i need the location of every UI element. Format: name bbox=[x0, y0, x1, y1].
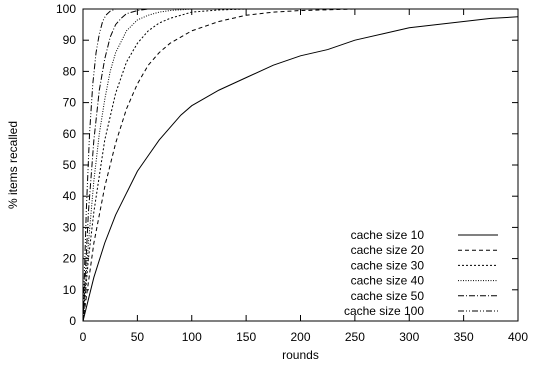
series-line-cache-size-50 bbox=[82, 8, 518, 322]
series-line-cache-size-20 bbox=[82, 8, 518, 322]
legend-label-cache-size-10: cache size 10 bbox=[351, 228, 425, 242]
y-tick-label: 0 bbox=[69, 314, 76, 328]
y-tick-label: 70 bbox=[63, 96, 77, 110]
legend-label-cache-size-100: cache size 100 bbox=[344, 304, 424, 318]
series-lines bbox=[82, 8, 519, 322]
series-line-cache-size-100 bbox=[82, 8, 518, 322]
x-tick-label: 350 bbox=[454, 330, 474, 344]
x-tick-label: 150 bbox=[236, 330, 256, 344]
x-tick-label: 300 bbox=[399, 330, 419, 344]
series-line-cache-size-10 bbox=[82, 16, 519, 322]
legend-label-cache-size-30: cache size 30 bbox=[351, 258, 425, 272]
axis-ticks: 0 50 100 150 200 250 300 350 400 0 10 20 30 40 50 60 70 8… bbox=[56, 2, 528, 344]
x-tick-label: 200 bbox=[290, 330, 310, 344]
y-tick-label: 90 bbox=[63, 33, 77, 47]
x-axis-label: rounds bbox=[282, 348, 319, 362]
y-axis-label: % items recalled bbox=[6, 121, 20, 209]
y-tick-label: 40 bbox=[63, 189, 77, 203]
x-tick-label: 250 bbox=[345, 330, 365, 344]
x-tick-label: 0 bbox=[80, 330, 87, 344]
y-tick-label: 80 bbox=[63, 64, 77, 78]
x-tick-label: 100 bbox=[182, 330, 202, 344]
y-tick-label: 50 bbox=[63, 158, 77, 172]
series-line-cache-size-30 bbox=[82, 8, 518, 322]
y-tick-label: 100 bbox=[56, 2, 76, 16]
legend-label-cache-size-20: cache size 20 bbox=[351, 243, 425, 257]
x-tick-label: 50 bbox=[131, 330, 145, 344]
y-tick-label: 60 bbox=[63, 127, 77, 141]
legend-label-cache-size-40: cache size 40 bbox=[351, 274, 425, 288]
series-line-cache-size-40 bbox=[82, 8, 518, 322]
legend-label-cache-size-50: cache size 50 bbox=[351, 289, 425, 303]
x-tick-label: 400 bbox=[508, 330, 528, 344]
y-tick-label: 30 bbox=[63, 220, 77, 234]
y-tick-label: 10 bbox=[63, 283, 77, 297]
y-tick-label: 20 bbox=[63, 252, 77, 266]
